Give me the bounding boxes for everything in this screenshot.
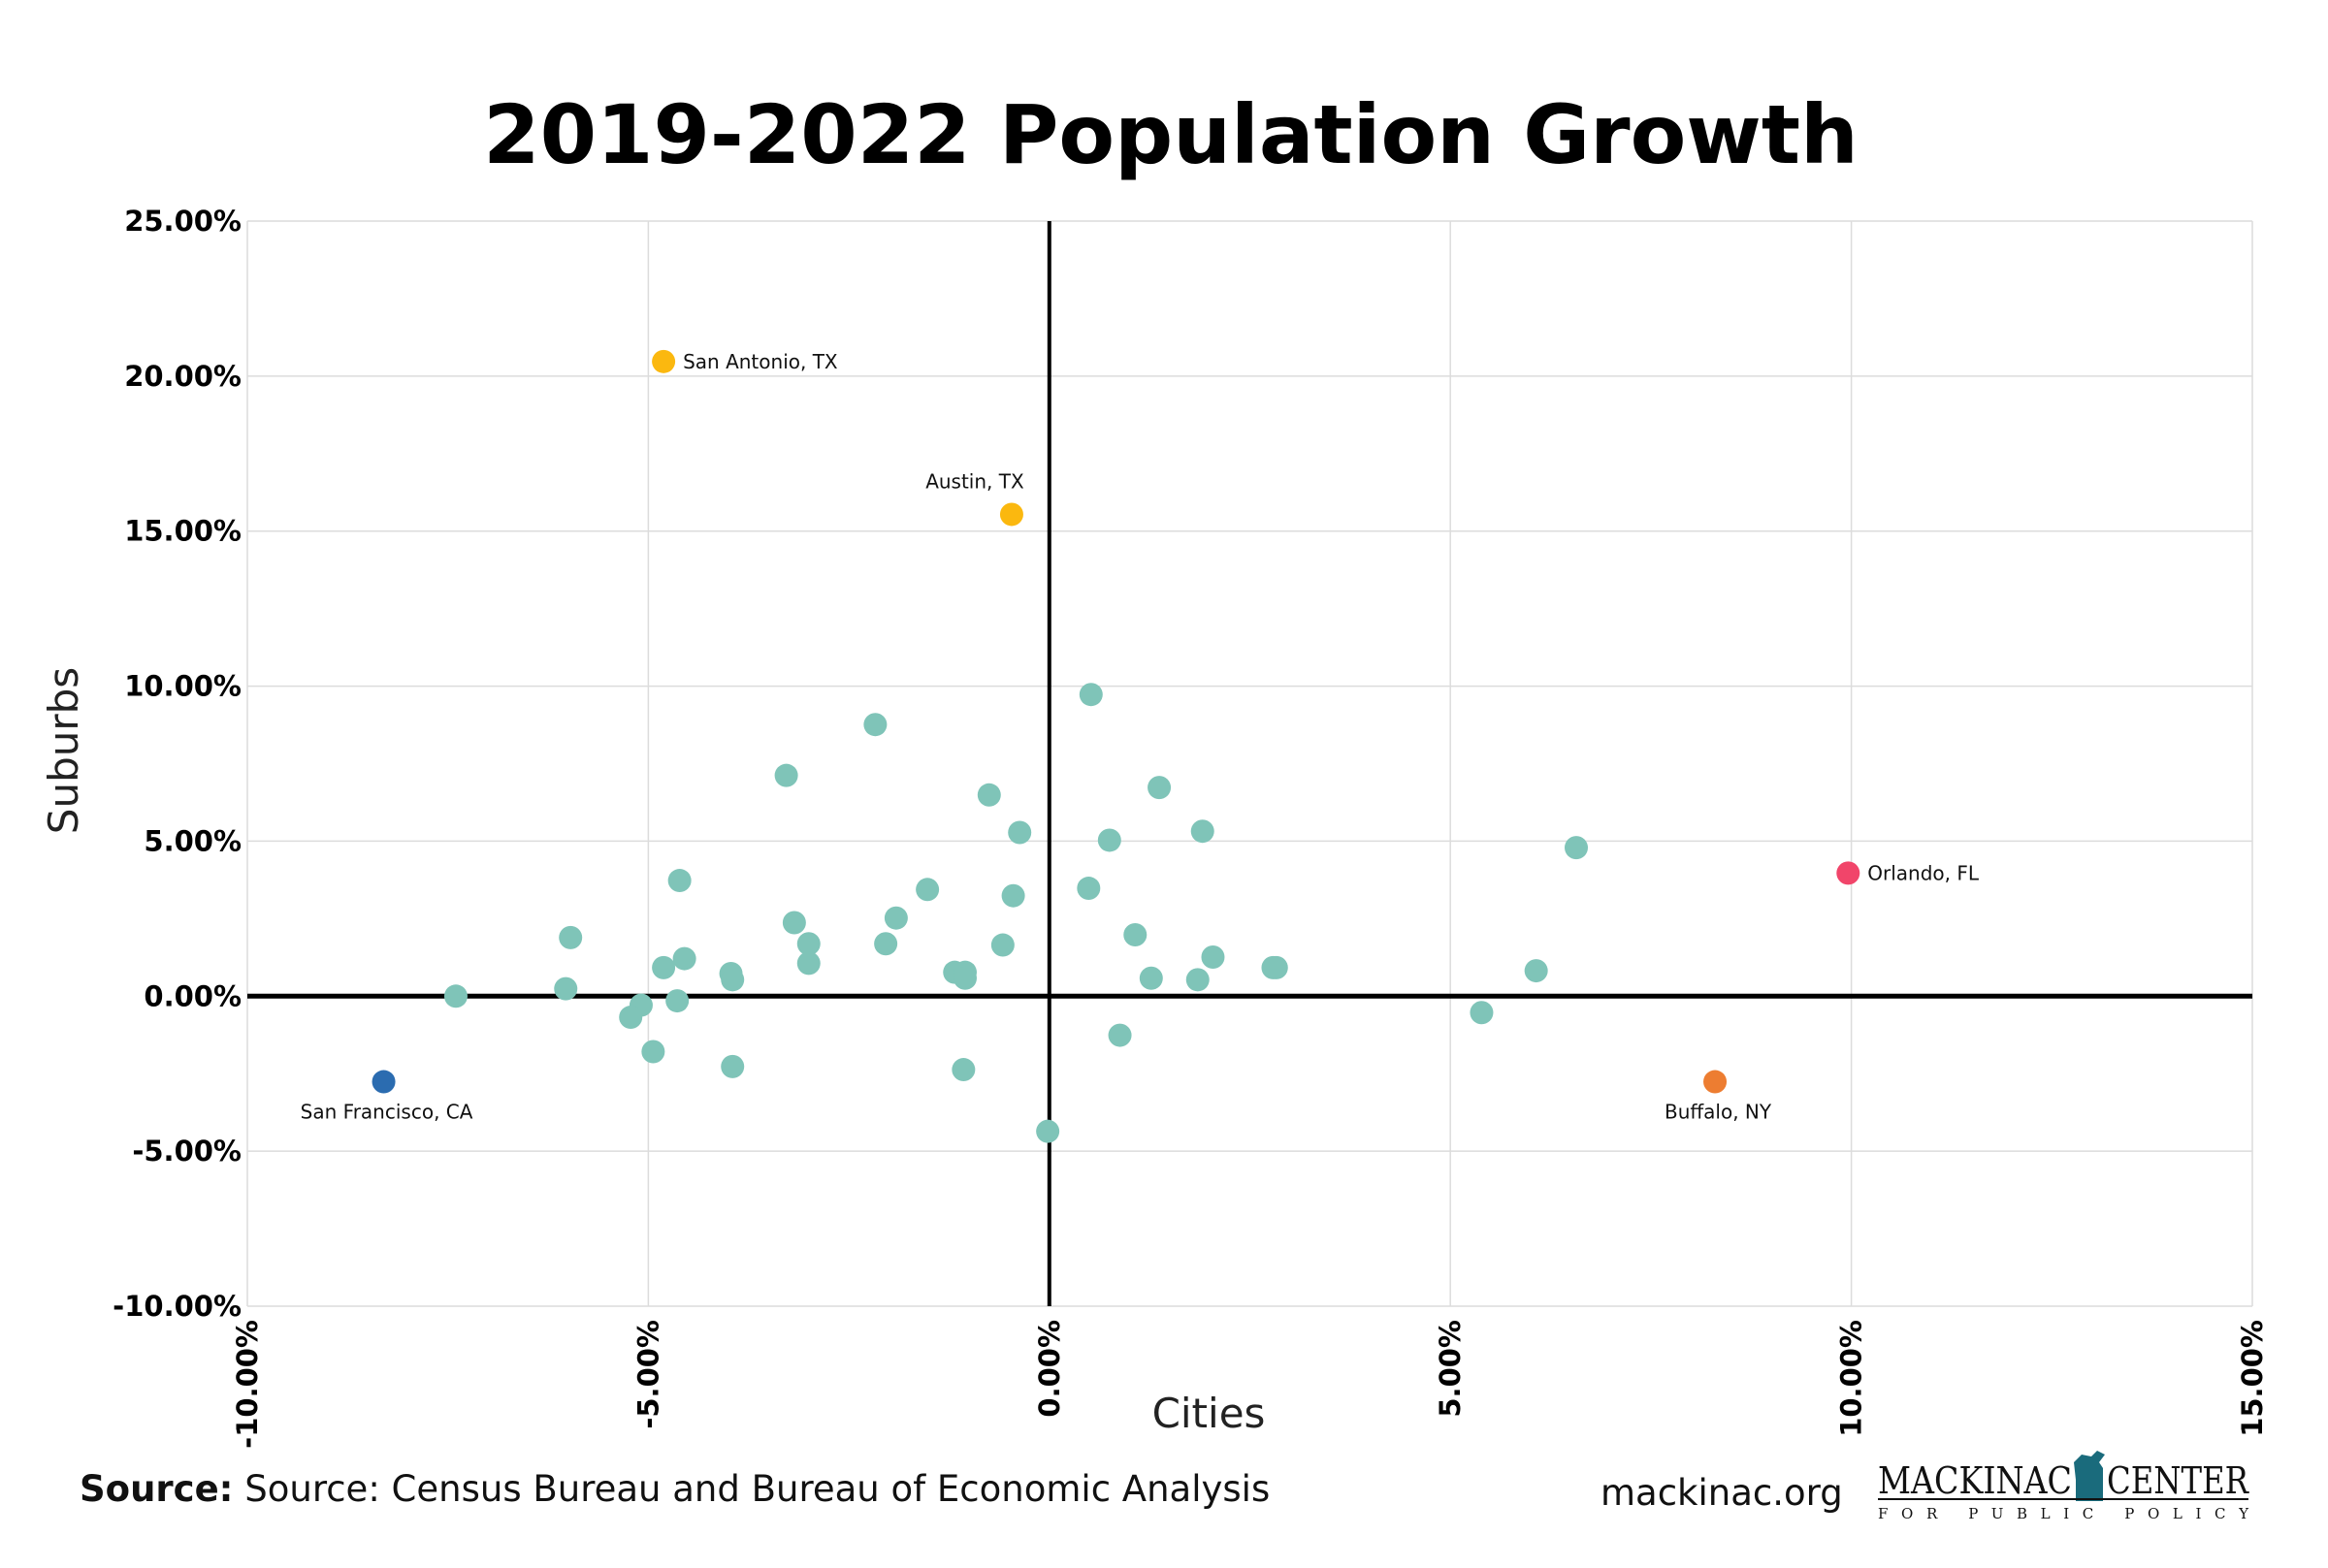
y-tick-label: -5.00% <box>132 1135 242 1168</box>
data-point <box>1565 836 1589 860</box>
point-label: Buffalo, NY <box>1665 1101 1772 1124</box>
data-point <box>1008 820 1032 845</box>
point-label: Austin, TX <box>925 469 1024 493</box>
data-point <box>652 955 676 979</box>
y-tick-label: 0.00% <box>144 979 242 1012</box>
y-tick-label: 15.00% <box>124 515 242 548</box>
y-tick-label: 25.00% <box>124 205 242 238</box>
data-point <box>782 911 806 935</box>
data-point <box>796 951 821 976</box>
data-point <box>953 966 977 990</box>
highlighted-data-point <box>1836 861 1860 885</box>
highlighted-data-point <box>372 1070 396 1094</box>
y-tick-label: 10.00% <box>124 670 242 703</box>
y-tick-label: -10.00% <box>113 1290 242 1323</box>
data-point <box>916 878 940 902</box>
data-point <box>1470 1001 1494 1025</box>
mackinac-center-logo: MACKINAC CENTER FOR PUBLIC POLICY <box>1878 1451 2249 1522</box>
data-point <box>1148 776 1172 800</box>
source-text: Source: Census Bureau and Bureau of Econ… <box>233 1468 1270 1510</box>
data-point <box>667 869 692 893</box>
tick-labels: -10.00% -5.00% 0.00% 5.00% 10.00% 15.00% 25.00… <box>113 205 2269 1449</box>
data-point <box>774 763 798 787</box>
data-point <box>1201 945 1225 970</box>
logo-text-right: CENTER <box>2107 1459 2249 1502</box>
data-point <box>1190 819 1214 844</box>
data-point <box>863 713 888 737</box>
point-label: Orlando, FL <box>1867 861 1980 884</box>
data-point <box>884 906 908 930</box>
highlighted-data-point <box>1703 1070 1728 1094</box>
axes <box>247 221 2252 1306</box>
point-label: San Antonio, TX <box>683 350 838 373</box>
data-point <box>1524 959 1548 983</box>
data-point <box>672 946 696 971</box>
source-note: Source: Source: Census Bureau and Bureau… <box>80 1468 1270 1510</box>
highlighted-data-point <box>999 502 1023 527</box>
x-tick-label: -10.00% <box>231 1320 264 1449</box>
logo-subtitle: FOR PUBLIC POLICY <box>1878 1505 2249 1522</box>
x-tick-label: -5.00% <box>631 1320 664 1429</box>
logo-text-left: MACKINAC <box>1878 1459 2072 1502</box>
point-label: San Francisco, CA <box>301 1101 473 1124</box>
data-point <box>443 984 468 1008</box>
data-point <box>1036 1119 1060 1143</box>
data-point <box>1097 828 1121 852</box>
y-tick-label: 5.00% <box>144 824 242 857</box>
data-point <box>977 783 1001 807</box>
x-tick-label: 5.00% <box>1434 1320 1467 1418</box>
data-point <box>952 1058 976 1082</box>
data-point <box>559 925 583 949</box>
data-point <box>665 989 690 1013</box>
data-point <box>721 1054 745 1078</box>
data-point <box>721 968 745 992</box>
y-axis-label: Suburbs <box>40 667 87 834</box>
y-tick-label: 20.00% <box>124 360 242 393</box>
data-points: San Antonio, TX Austin, TX San Francisco, … <box>301 349 1980 1143</box>
data-point <box>1079 683 1103 707</box>
data-point <box>1139 966 1163 990</box>
website-link[interactable]: mackinac.org <box>1600 1472 1843 1514</box>
data-point <box>554 976 578 1001</box>
data-point <box>796 932 821 956</box>
grid <box>246 220 2253 1307</box>
data-point <box>874 932 898 956</box>
data-point <box>990 933 1015 957</box>
x-tick-label: 0.00% <box>1033 1320 1066 1418</box>
highlighted-data-point <box>652 349 676 373</box>
x-tick-label: 15.00% <box>2236 1320 2269 1437</box>
x-axis-label: Cities <box>1152 1390 1266 1437</box>
source-label: Source: <box>80 1468 233 1510</box>
data-point <box>1077 877 1101 901</box>
michigan-icon <box>2074 1451 2105 1501</box>
data-point <box>641 1040 665 1064</box>
x-tick-label: 10.00% <box>1835 1320 1868 1437</box>
data-point <box>1123 922 1148 946</box>
data-point <box>1264 955 1288 979</box>
data-point <box>619 1006 643 1030</box>
data-point <box>1108 1023 1132 1047</box>
chart-title: 2019-2022 Population Growth <box>483 87 1859 182</box>
data-point <box>1185 968 1210 992</box>
data-point <box>1001 883 1025 908</box>
